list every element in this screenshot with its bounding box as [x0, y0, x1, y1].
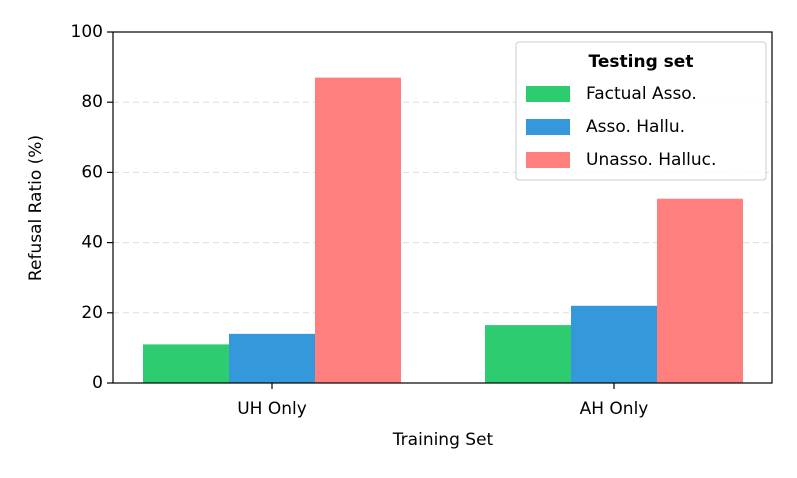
bar	[485, 325, 571, 383]
legend-swatch	[526, 152, 570, 168]
y-tick-label: 60	[81, 162, 103, 182]
y-tick-label: 100	[71, 22, 103, 42]
bar	[143, 344, 229, 383]
x-axis-label: Training Set	[392, 430, 494, 450]
legend-swatch	[526, 119, 570, 135]
bar	[229, 333, 315, 383]
y-tick-label: 0	[92, 373, 103, 393]
x-tick-label: UH Only	[237, 399, 307, 419]
legend-box	[515, 41, 767, 181]
y-axis-label: Refusal Ratio (%)	[26, 135, 46, 281]
bar	[657, 198, 743, 383]
legend-label: Unasso. Halluc.	[586, 150, 716, 170]
bar	[315, 77, 401, 383]
x-tick-label: AH Only	[580, 399, 649, 419]
legend-swatch	[526, 86, 570, 102]
bar	[571, 305, 657, 383]
plot-frame	[112, 31, 773, 384]
y-tick-label: 80	[81, 92, 103, 112]
legend-label: Asso. Hallu.	[586, 117, 685, 137]
legend-label: Factual Asso.	[586, 84, 697, 104]
legend-title: Testing set	[589, 52, 694, 72]
y-tick-label: 40	[81, 233, 103, 253]
y-tick-label: 20	[81, 303, 103, 323]
